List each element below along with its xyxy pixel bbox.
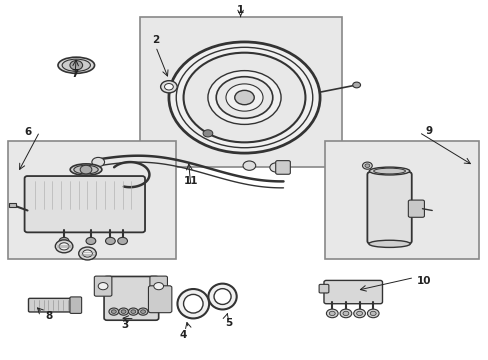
Circle shape [98, 283, 108, 290]
Circle shape [118, 237, 127, 244]
Circle shape [243, 161, 255, 170]
Circle shape [111, 310, 116, 314]
Text: 5: 5 [225, 319, 232, 328]
Circle shape [183, 53, 305, 142]
FancyBboxPatch shape [28, 298, 78, 312]
Ellipse shape [208, 284, 236, 310]
Circle shape [59, 237, 69, 244]
Circle shape [138, 308, 148, 315]
Circle shape [329, 311, 334, 316]
Ellipse shape [368, 240, 409, 247]
Circle shape [164, 84, 173, 90]
Circle shape [353, 309, 365, 318]
Circle shape [105, 237, 115, 244]
Ellipse shape [183, 294, 203, 313]
FancyBboxPatch shape [319, 284, 328, 293]
Text: 11: 11 [183, 176, 198, 186]
FancyBboxPatch shape [325, 140, 478, 259]
Ellipse shape [214, 289, 231, 305]
Circle shape [326, 309, 337, 318]
Circle shape [109, 308, 119, 315]
FancyBboxPatch shape [24, 176, 145, 232]
Text: 10: 10 [416, 276, 430, 286]
Circle shape [339, 309, 351, 318]
Text: 1: 1 [237, 5, 244, 15]
Circle shape [70, 60, 82, 70]
Circle shape [203, 130, 212, 137]
Circle shape [362, 162, 371, 169]
Circle shape [79, 247, 96, 260]
Circle shape [225, 84, 263, 111]
Circle shape [119, 308, 128, 315]
FancyBboxPatch shape [148, 286, 171, 313]
Circle shape [55, 240, 73, 253]
Ellipse shape [74, 165, 98, 174]
Text: 2: 2 [152, 35, 159, 45]
Circle shape [160, 81, 177, 93]
Text: 7: 7 [71, 69, 79, 79]
Ellipse shape [177, 289, 209, 319]
Circle shape [92, 157, 104, 167]
FancyBboxPatch shape [275, 161, 290, 174]
Ellipse shape [62, 59, 90, 71]
FancyBboxPatch shape [150, 276, 167, 296]
FancyBboxPatch shape [324, 280, 382, 304]
Ellipse shape [373, 168, 405, 174]
Circle shape [356, 311, 362, 316]
FancyBboxPatch shape [366, 172, 411, 244]
FancyBboxPatch shape [407, 200, 424, 217]
Ellipse shape [70, 164, 102, 175]
Circle shape [131, 310, 136, 314]
FancyBboxPatch shape [70, 297, 81, 314]
Circle shape [121, 310, 126, 314]
Text: 6: 6 [24, 127, 31, 136]
Circle shape [352, 82, 360, 88]
Circle shape [207, 71, 281, 125]
Circle shape [176, 47, 312, 148]
Text: 8: 8 [46, 311, 53, 320]
Circle shape [366, 309, 378, 318]
Text: 4: 4 [180, 330, 187, 340]
Circle shape [364, 164, 369, 167]
Circle shape [269, 163, 282, 172]
Circle shape [369, 311, 375, 316]
Circle shape [342, 311, 348, 316]
Circle shape [216, 77, 272, 118]
Text: 9: 9 [425, 126, 431, 135]
FancyBboxPatch shape [104, 276, 158, 320]
Circle shape [80, 165, 92, 174]
Circle shape [128, 308, 138, 315]
Circle shape [82, 250, 92, 257]
Circle shape [141, 310, 145, 314]
Circle shape [168, 42, 320, 153]
FancyBboxPatch shape [140, 17, 341, 167]
Text: 3: 3 [121, 320, 128, 330]
Ellipse shape [368, 167, 409, 175]
Circle shape [234, 90, 254, 105]
Bar [9, 203, 16, 207]
Circle shape [86, 237, 96, 244]
FancyBboxPatch shape [8, 140, 176, 259]
FancyBboxPatch shape [94, 276, 112, 296]
Circle shape [59, 243, 69, 250]
Circle shape [154, 283, 163, 290]
Ellipse shape [58, 57, 94, 73]
